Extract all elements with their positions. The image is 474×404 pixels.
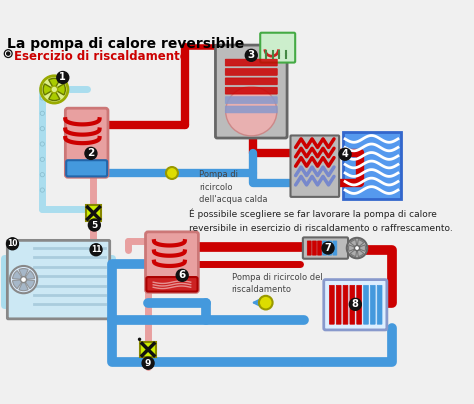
Circle shape bbox=[355, 246, 360, 250]
Wedge shape bbox=[348, 245, 357, 251]
FancyBboxPatch shape bbox=[146, 232, 199, 292]
Text: 10: 10 bbox=[7, 239, 18, 248]
Text: 1: 1 bbox=[59, 72, 66, 82]
FancyBboxPatch shape bbox=[364, 285, 368, 324]
Text: 5: 5 bbox=[91, 221, 98, 229]
Wedge shape bbox=[350, 240, 357, 248]
FancyBboxPatch shape bbox=[343, 285, 348, 324]
FancyBboxPatch shape bbox=[225, 97, 277, 103]
FancyBboxPatch shape bbox=[225, 78, 277, 85]
Ellipse shape bbox=[226, 86, 277, 136]
Circle shape bbox=[40, 173, 45, 177]
Wedge shape bbox=[19, 280, 28, 291]
FancyBboxPatch shape bbox=[318, 241, 321, 255]
Wedge shape bbox=[357, 245, 365, 251]
Circle shape bbox=[40, 126, 45, 131]
FancyBboxPatch shape bbox=[225, 87, 277, 94]
Text: Esercizio di riscaldamento: Esercizio di riscaldamento bbox=[14, 50, 188, 63]
Circle shape bbox=[40, 96, 45, 100]
Circle shape bbox=[88, 219, 100, 231]
Wedge shape bbox=[54, 84, 65, 95]
Wedge shape bbox=[49, 89, 60, 101]
Wedge shape bbox=[49, 78, 60, 89]
Wedge shape bbox=[357, 240, 364, 248]
Circle shape bbox=[40, 157, 45, 162]
Circle shape bbox=[322, 242, 334, 254]
FancyBboxPatch shape bbox=[146, 277, 198, 292]
Text: 7: 7 bbox=[325, 243, 331, 253]
Circle shape bbox=[138, 338, 141, 341]
FancyBboxPatch shape bbox=[291, 135, 339, 197]
Text: 2: 2 bbox=[87, 148, 94, 158]
Text: 11: 11 bbox=[91, 245, 101, 254]
Circle shape bbox=[51, 86, 58, 93]
Wedge shape bbox=[24, 271, 35, 280]
Circle shape bbox=[142, 357, 154, 369]
Text: 8: 8 bbox=[352, 299, 359, 309]
FancyBboxPatch shape bbox=[328, 241, 332, 255]
FancyBboxPatch shape bbox=[8, 240, 109, 319]
FancyBboxPatch shape bbox=[216, 45, 287, 138]
FancyBboxPatch shape bbox=[343, 132, 401, 199]
Wedge shape bbox=[19, 269, 28, 280]
Circle shape bbox=[7, 238, 18, 250]
Circle shape bbox=[259, 296, 273, 309]
Circle shape bbox=[57, 72, 69, 84]
FancyBboxPatch shape bbox=[66, 160, 107, 177]
Circle shape bbox=[40, 142, 45, 146]
FancyBboxPatch shape bbox=[65, 108, 108, 177]
FancyBboxPatch shape bbox=[225, 59, 277, 66]
FancyBboxPatch shape bbox=[336, 285, 341, 324]
Wedge shape bbox=[24, 280, 35, 289]
Circle shape bbox=[246, 49, 257, 61]
FancyBboxPatch shape bbox=[307, 241, 311, 255]
FancyBboxPatch shape bbox=[323, 241, 327, 255]
Text: É possibile scegliere se far lavorare la pompa di calore
reversibile in esercizi: É possibile scegliere se far lavorare la… bbox=[189, 209, 453, 233]
FancyBboxPatch shape bbox=[333, 241, 337, 255]
Text: 3: 3 bbox=[247, 50, 255, 60]
Circle shape bbox=[40, 188, 45, 192]
Circle shape bbox=[40, 111, 45, 116]
FancyBboxPatch shape bbox=[225, 69, 277, 76]
FancyBboxPatch shape bbox=[312, 241, 316, 255]
Circle shape bbox=[90, 244, 102, 256]
FancyBboxPatch shape bbox=[357, 285, 362, 324]
FancyBboxPatch shape bbox=[225, 106, 277, 113]
Circle shape bbox=[176, 269, 188, 281]
Text: 6: 6 bbox=[179, 270, 186, 280]
Text: Pompa di ricircolo del
riscaldamento: Pompa di ricircolo del riscaldamento bbox=[232, 273, 322, 294]
Text: La pompa di calore reversibile: La pompa di calore reversibile bbox=[7, 36, 244, 50]
Circle shape bbox=[10, 266, 37, 293]
Wedge shape bbox=[350, 248, 357, 257]
Circle shape bbox=[349, 299, 361, 310]
FancyBboxPatch shape bbox=[329, 285, 334, 324]
Circle shape bbox=[4, 50, 12, 57]
Circle shape bbox=[6, 51, 11, 56]
Circle shape bbox=[41, 76, 68, 103]
Circle shape bbox=[85, 147, 97, 159]
FancyBboxPatch shape bbox=[350, 285, 355, 324]
Circle shape bbox=[166, 167, 178, 179]
Wedge shape bbox=[12, 271, 24, 280]
Wedge shape bbox=[12, 280, 24, 289]
FancyBboxPatch shape bbox=[370, 285, 375, 324]
Text: Pompa di
ricircolo
dell'acqua calda: Pompa di ricircolo dell'acqua calda bbox=[199, 170, 268, 204]
Wedge shape bbox=[357, 248, 364, 257]
Text: 4: 4 bbox=[342, 149, 348, 159]
FancyBboxPatch shape bbox=[324, 280, 387, 330]
Circle shape bbox=[20, 277, 27, 282]
Wedge shape bbox=[43, 84, 54, 95]
FancyBboxPatch shape bbox=[140, 342, 156, 357]
Circle shape bbox=[347, 238, 367, 258]
FancyBboxPatch shape bbox=[86, 205, 101, 221]
Text: 9: 9 bbox=[145, 359, 151, 368]
FancyBboxPatch shape bbox=[260, 33, 295, 63]
Circle shape bbox=[339, 148, 351, 160]
FancyBboxPatch shape bbox=[303, 238, 348, 259]
Circle shape bbox=[7, 52, 10, 55]
FancyBboxPatch shape bbox=[377, 285, 382, 324]
